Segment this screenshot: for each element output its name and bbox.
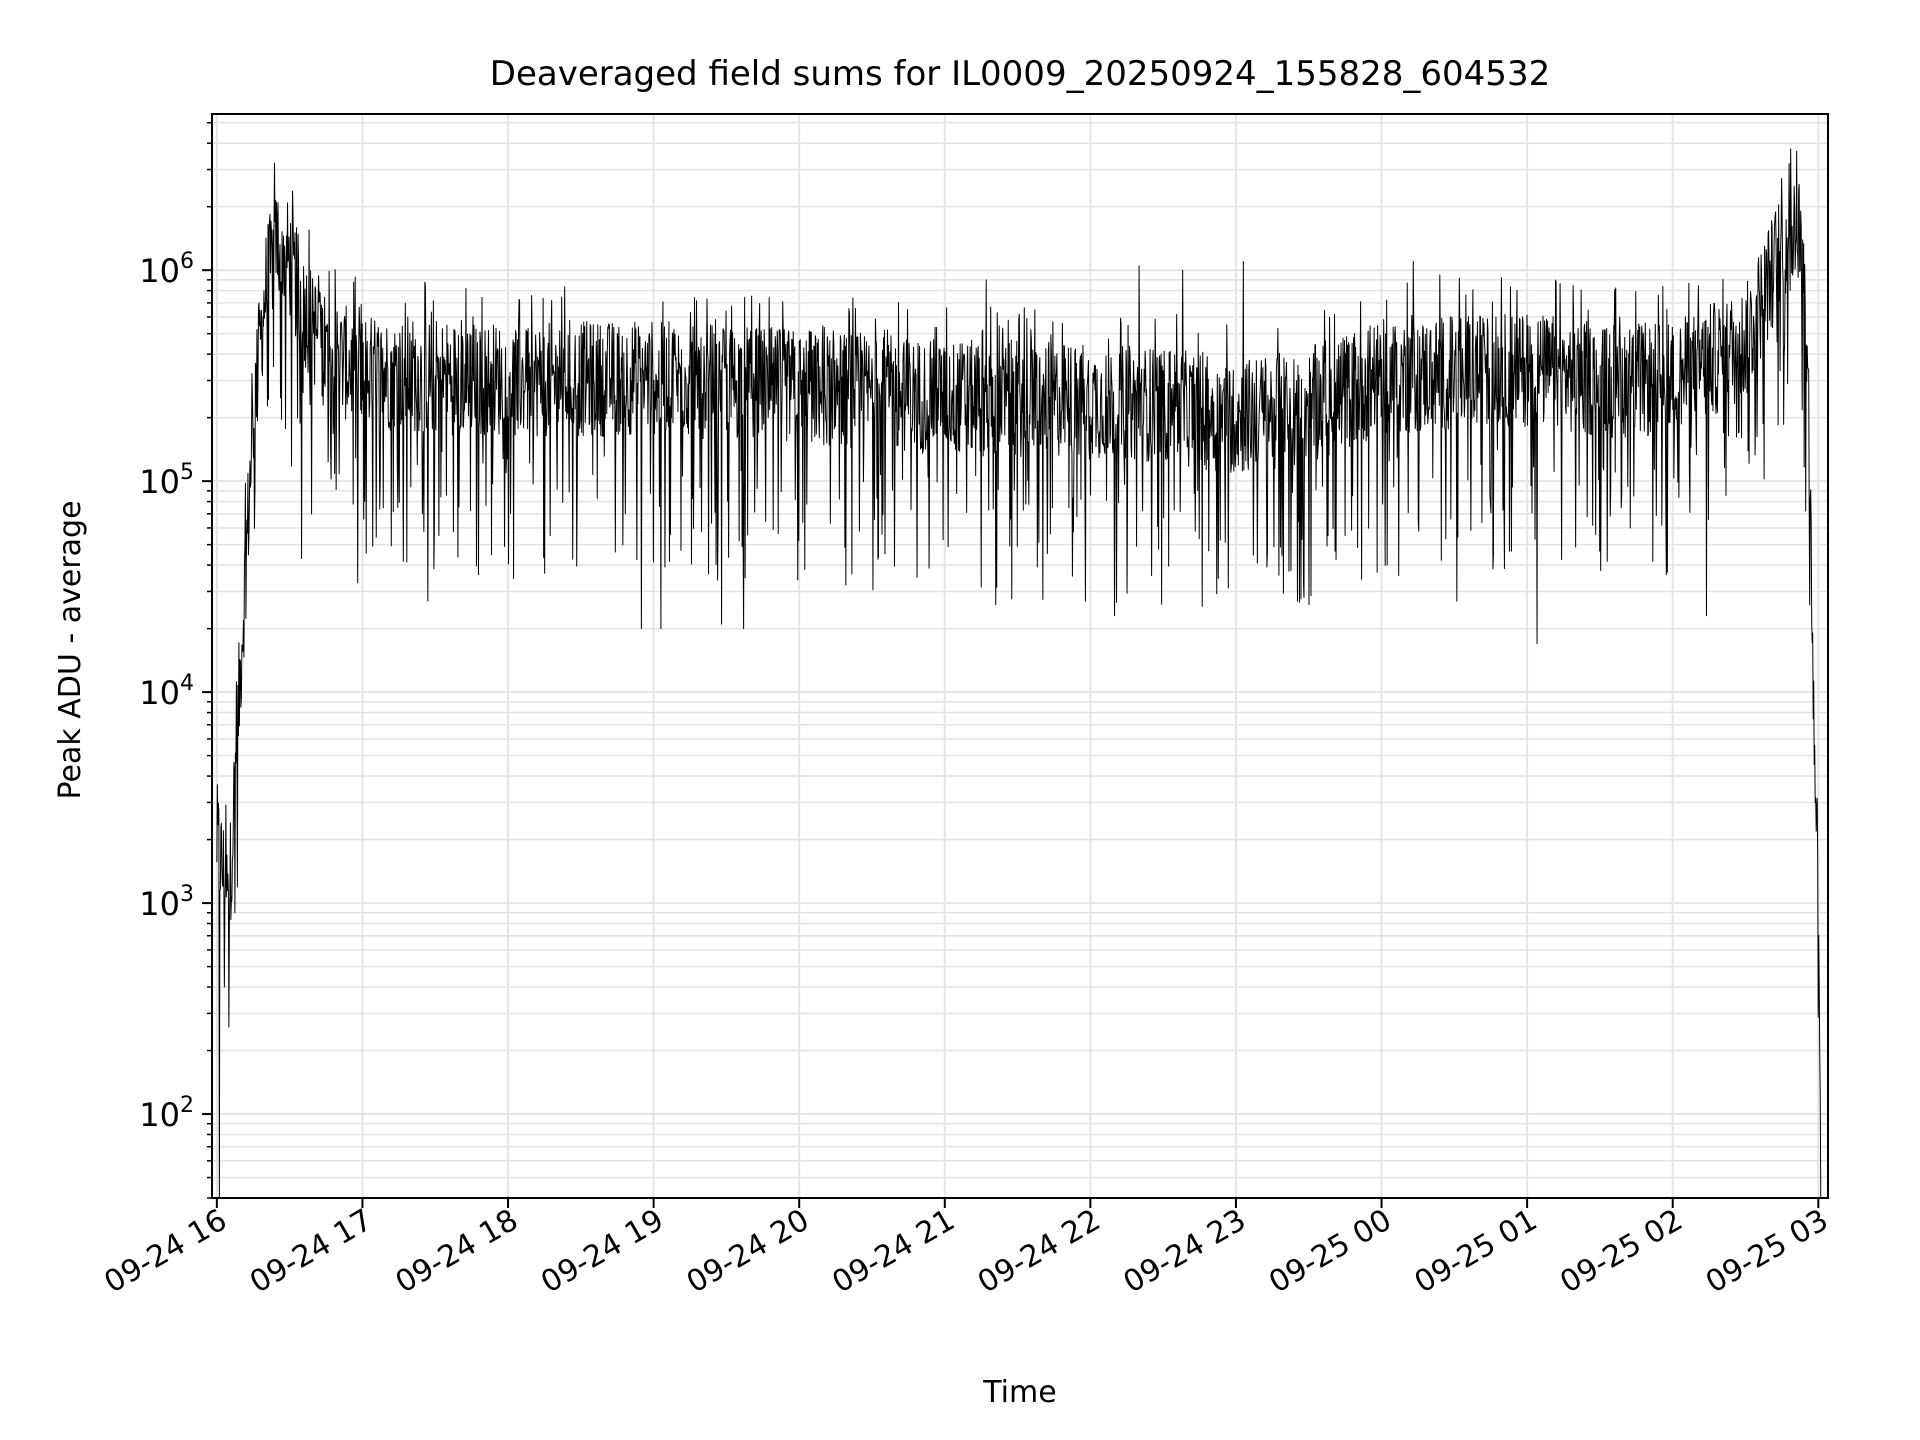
x-axis-label: Time bbox=[982, 1375, 1056, 1410]
grid bbox=[212, 114, 1828, 1199]
y-tick-label: 106 bbox=[139, 249, 194, 290]
y-tick-label: 104 bbox=[139, 671, 194, 712]
series-line bbox=[216, 148, 1822, 1199]
y-axis-label: Peak ADU - average bbox=[53, 500, 88, 799]
plot-area bbox=[216, 148, 1822, 1199]
chart-title: Deaveraged field sums for IL0009_2025092… bbox=[490, 54, 1550, 94]
axes-frame bbox=[211, 113, 1829, 1199]
y-tick-label: 103 bbox=[139, 882, 194, 923]
y-tick-label: 105 bbox=[139, 460, 194, 501]
y-tick-label: 102 bbox=[139, 1093, 194, 1134]
y-axis: 102 103 104 105 106 bbox=[139, 121, 212, 1199]
